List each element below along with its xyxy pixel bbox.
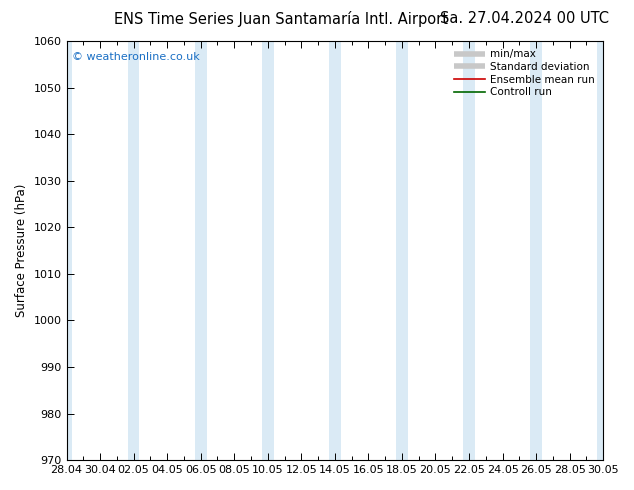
Bar [463, 41, 475, 460]
Text: Sa. 27.04.2024 00 UTC: Sa. 27.04.2024 00 UTC [439, 11, 609, 26]
Bar [128, 41, 139, 460]
Bar [61, 41, 72, 460]
Legend: min/max, Standard deviation, Ensemble mean run, Controll run: min/max, Standard deviation, Ensemble me… [451, 46, 598, 100]
Bar [329, 41, 340, 460]
Bar [195, 41, 207, 460]
Y-axis label: Surface Pressure (hPa): Surface Pressure (hPa) [15, 184, 28, 318]
Text: © weatheronline.co.uk: © weatheronline.co.uk [72, 51, 200, 62]
Text: ENS Time Series Juan Santamaría Intl. Airport: ENS Time Series Juan Santamaría Intl. Ai… [114, 11, 448, 27]
Bar [597, 41, 609, 460]
Bar [262, 41, 274, 460]
Bar [396, 41, 408, 460]
Bar [530, 41, 542, 460]
